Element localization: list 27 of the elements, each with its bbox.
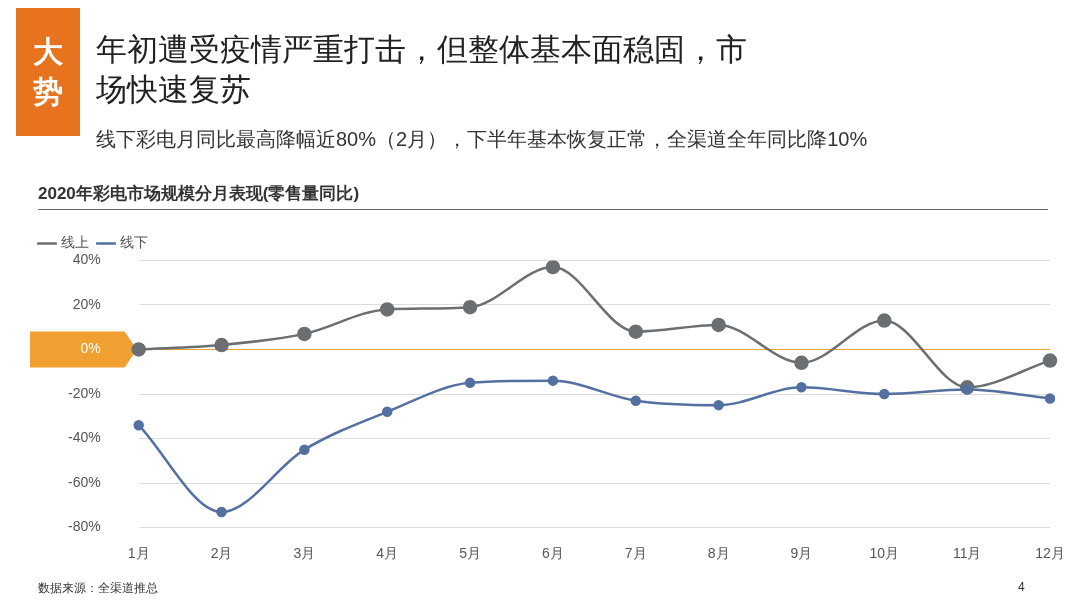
y-tick-label: -40% (68, 429, 101, 446)
text: 4 (1018, 580, 1025, 594)
y-tick-label: -60% (68, 473, 101, 490)
x-tick-label: 7月 (624, 544, 647, 561)
chart-title: 2020年彩电市场规模分月表现(零售量同比) (38, 182, 1048, 210)
source-note: 数据来源：全渠道推总 (38, 580, 158, 597)
x-tick-label: 8月 (707, 544, 730, 561)
x-tick-label: 10月 (869, 544, 900, 561)
y-tick-label: 40% (72, 251, 101, 268)
x-tick-label: 9月 (790, 544, 813, 561)
x-tick-label: 4月 (376, 544, 399, 561)
x-tick-label: 1月 (127, 544, 150, 561)
y-tick-label: 0% (80, 340, 101, 357)
x-tick-label: 5月 (459, 544, 481, 561)
x-tick-label: 6月 (542, 544, 564, 561)
legend-label: 线上 (61, 234, 89, 251)
x-tick-label: 11月 (952, 544, 982, 561)
y-tick-label: 20% (72, 295, 101, 312)
legend-label: 线下 (120, 234, 148, 251)
x-tick-label: 2月 (210, 544, 233, 561)
y-tick-label: -20% (68, 384, 101, 401)
chart-subtitle: 线下彩电月同比最高降幅近80%（2月），下半年基本恢复正常，全渠道全年同比降10% (96, 127, 868, 152)
x-tick-label: 3月 (293, 544, 316, 561)
y-tick-label: -80% (68, 518, 101, 535)
text: 年初遭受疫情严重打击，但整体基本面稳固，市场快速复苏 (96, 31, 748, 109)
text: 大势 (32, 34, 64, 110)
x-tick-label: 12月 (1035, 544, 1065, 561)
